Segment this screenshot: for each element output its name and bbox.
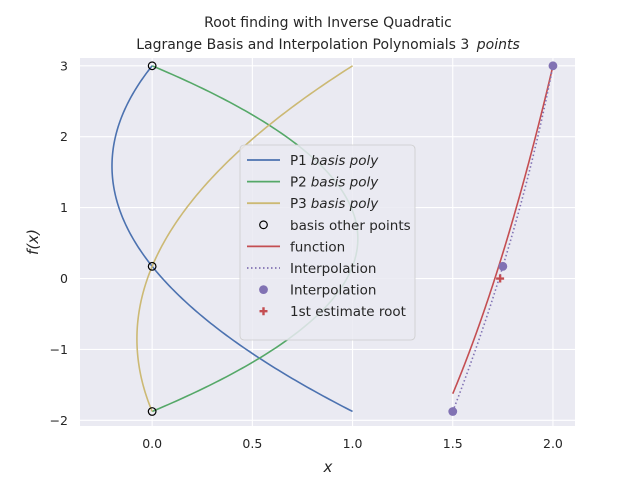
interpolation-point bbox=[548, 61, 558, 71]
basis-other-point bbox=[147, 261, 157, 271]
interpolation-curve bbox=[452, 65, 554, 412]
y-tick-label: 2 bbox=[60, 129, 68, 144]
basis-other-point bbox=[147, 61, 157, 71]
legend-entry-name: Interpolation bbox=[290, 261, 376, 277]
legend-entry-name: P2 bbox=[290, 175, 307, 191]
x-tick-label: 2.0 bbox=[543, 436, 563, 451]
legend-swatch-dot bbox=[259, 285, 268, 294]
legend-entry-label: Interpolation bbox=[290, 283, 376, 299]
basis-curve-p3 bbox=[136, 65, 353, 412]
legend-swatch-open-circle bbox=[259, 220, 268, 230]
y-tick-label: −2 bbox=[50, 413, 68, 428]
legend-swatch-plus bbox=[259, 307, 268, 316]
function-curve bbox=[452, 65, 554, 395]
ticks: 0.0 0.5 1.0 1.5 2.0 −2 −1 0 1 2 3 bbox=[50, 58, 563, 451]
legend-entry-label: P3 basis poly bbox=[290, 196, 379, 212]
y-tick-label: −1 bbox=[50, 342, 68, 357]
x-tick-label: 0.0 bbox=[142, 436, 162, 451]
series-layer bbox=[111, 61, 558, 416]
legend-box bbox=[239, 144, 416, 341]
y-axis-label-f: f bbox=[24, 247, 42, 255]
legend-entry-math: basis poly bbox=[311, 153, 380, 169]
chart-title-line2-prefix: Lagrange Basis and Interpolation Polynom… bbox=[136, 37, 469, 53]
x-tick-label: 1.0 bbox=[343, 436, 363, 451]
legend-entry-label: 1st estimate root bbox=[290, 304, 406, 320]
interpolation-point bbox=[498, 261, 508, 271]
legend-entry-label: P1 basis poly bbox=[290, 153, 379, 169]
x-tick-label: 1.5 bbox=[443, 436, 463, 451]
y-tick-label: 3 bbox=[60, 58, 68, 73]
interpolation-point bbox=[448, 407, 458, 416]
legend-entry-name: function bbox=[290, 239, 345, 255]
legend-entry-name: P1 bbox=[290, 153, 307, 169]
legend-entry-name: basis other points bbox=[290, 218, 411, 234]
legend-entry-name: P3 bbox=[290, 196, 307, 212]
x-tick-label: 0.5 bbox=[242, 436, 262, 451]
legend-entry-label: Interpolation bbox=[290, 261, 376, 277]
chart-title-line1: Root finding with Inverse Quadratic bbox=[204, 15, 452, 31]
legend-entry-math: basis poly bbox=[311, 175, 380, 191]
basis-curve-p1 bbox=[111, 65, 353, 413]
y-axis-label-paren: (x) bbox=[24, 229, 42, 250]
legend-entry-label: basis other points bbox=[290, 218, 411, 234]
root-estimate-marker bbox=[496, 274, 505, 283]
legend-entry-label: function bbox=[290, 239, 345, 255]
chart-title-line2: Lagrange Basis and Interpolation Polynom… bbox=[136, 37, 520, 53]
basis-other-point bbox=[147, 407, 157, 416]
y-axis-label: f(x) bbox=[24, 229, 42, 255]
legend-entry-label: P2 basis poly bbox=[290, 175, 379, 191]
y-tick-label: 1 bbox=[60, 200, 68, 215]
legend-entry-math: basis poly bbox=[311, 196, 380, 212]
x-axis-label: x bbox=[323, 458, 333, 476]
legend-entry-name: Interpolation bbox=[290, 283, 376, 299]
legend-entry-name: 1st estimate root bbox=[290, 304, 406, 320]
y-tick-label: 0 bbox=[60, 271, 68, 286]
chart-title-line2-math: points bbox=[476, 37, 520, 53]
